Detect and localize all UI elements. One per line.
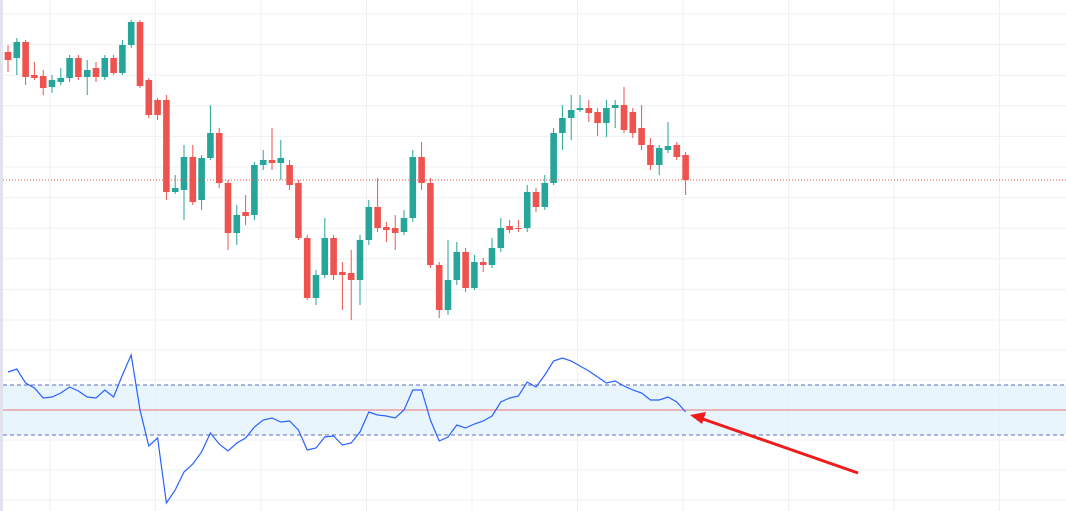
candle-body [145,80,153,115]
candle-body [83,70,91,77]
candle-body [233,215,241,233]
candle-body [136,22,144,86]
indicator-line [7,352,687,505]
candle-body [119,45,126,73]
candle-body [171,188,179,192]
candle-body [673,145,681,157]
candle-body [277,158,285,163]
candle-body [594,112,601,123]
candle-body [180,157,188,190]
candle-body [75,58,82,77]
candle-body [163,100,170,192]
candle-body [409,157,417,218]
candle-body [647,145,654,165]
candle-body [268,160,276,163]
candle-body [259,160,267,165]
candle-body [603,108,610,123]
candle-body [198,158,205,200]
candle-body [664,146,672,150]
candle-body [13,42,21,58]
candle-body [479,262,487,265]
candle-body [471,262,478,288]
annotation-arrow [690,412,859,475]
arrow-shaft [699,416,859,475]
candle-body [31,75,38,78]
candle-body [462,252,469,288]
candle-body [418,157,425,183]
candle-body [435,265,443,310]
candle-body [638,128,645,145]
candle-body [92,68,100,77]
candle-body [127,22,135,45]
candle-body [453,252,461,280]
candle-body [383,227,390,230]
candle-body [585,108,593,113]
candle-body [66,58,73,78]
candle-body [427,183,434,265]
candle-body [567,110,575,118]
candle-body [541,183,549,207]
candle-body [611,105,619,108]
candle-body [57,78,65,82]
arrow-head [690,412,706,424]
candle-body [356,240,364,280]
candle-body [321,238,329,275]
candle-body [110,58,117,73]
candle-body [101,58,109,77]
candle-body [251,165,258,215]
candle-body [365,207,373,240]
left-edge [0,0,3,511]
candle-body [391,228,399,233]
candle-body [374,207,381,228]
candle-body [629,112,637,133]
candle-body [339,272,346,275]
candle-body [295,183,302,238]
candle-body [523,192,531,228]
candle-body [154,100,161,115]
candle-body [330,238,337,275]
candle-body [224,183,232,233]
candle-body [215,133,223,183]
candle-body [400,218,408,232]
candle-body [497,228,505,248]
candle-body [39,76,47,88]
candle-body [532,192,540,207]
candle-body [682,155,689,180]
candle-body [655,148,663,165]
candle-body [559,118,566,133]
candle-body [550,133,557,183]
candle-body [303,238,311,298]
candle-body [620,105,628,130]
candle-body [506,226,513,230]
candle-body [312,275,320,298]
candle-body [48,80,56,87]
candle-body [576,108,584,110]
candle-body [347,273,355,280]
candle-body [207,133,214,158]
candle-body [444,280,452,310]
candle-body [22,42,29,77]
candle-body [4,52,12,60]
candle-body [242,212,249,216]
candle-body [515,228,522,229]
candle-body [286,165,293,185]
candle-body [488,248,496,265]
